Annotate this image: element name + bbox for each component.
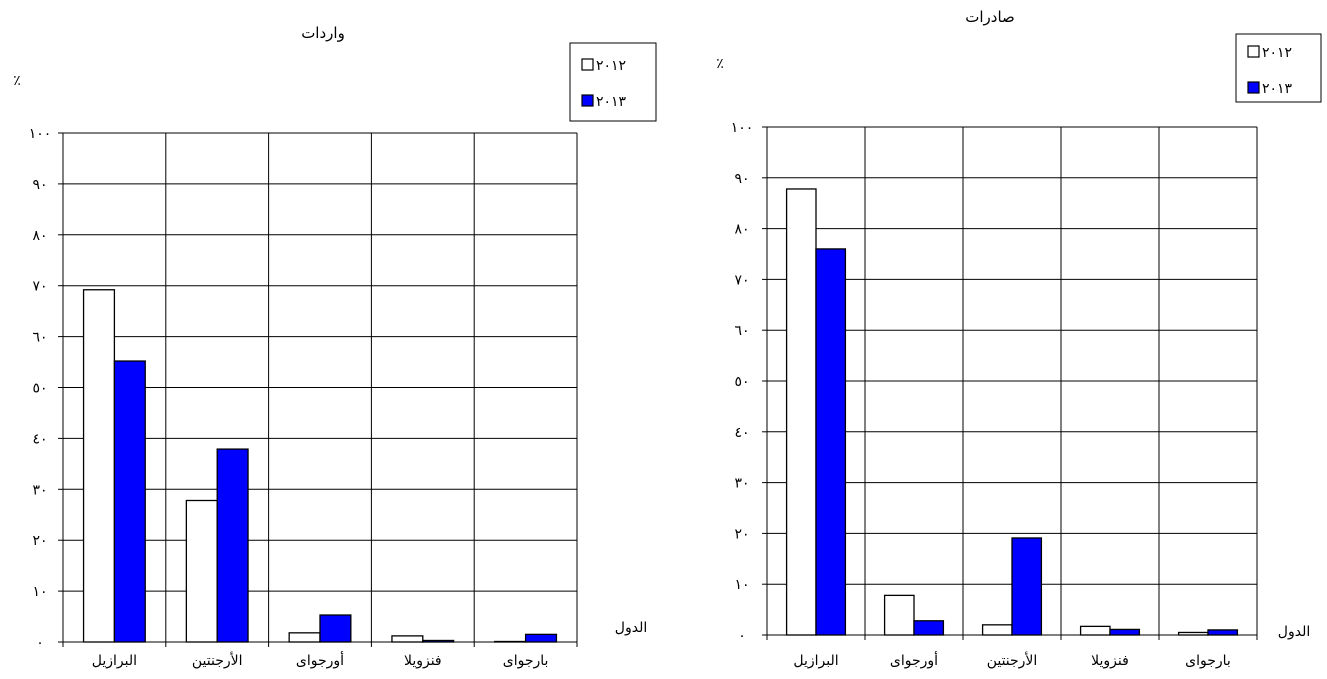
- y-tick-label: ١٠: [734, 577, 749, 593]
- bar-2013: [1207, 629, 1239, 636]
- x-tick-label: الأرجنتين: [192, 651, 243, 669]
- x-tick-label: بارجواى: [503, 653, 549, 669]
- bar-2013: [1109, 628, 1141, 636]
- y-tick-label: ٠: [738, 628, 746, 644]
- legend-label: ٢٠١٢: [1262, 45, 1292, 61]
- bar-2012: [785, 188, 817, 636]
- chart-exports: ٠ ١٠ ٢٠ ٣٠ ٤٠ ٥٠ ٦٠ ٧٠ ٨٠ ٩٠ ١٠٠ البرازيل أورجواى الأ…: [716, 8, 1322, 669]
- x-tick-label: بارجواى: [1185, 653, 1231, 669]
- y-tick-label: ٨٠: [734, 222, 749, 238]
- bar-2013: [815, 248, 847, 636]
- bar-2012: [494, 640, 527, 643]
- legend-swatch: [1247, 81, 1260, 94]
- bar-2013: [216, 448, 249, 643]
- x-tick-label: أورجواى: [296, 651, 344, 669]
- y-tick-label: ١٠٠: [29, 126, 52, 142]
- y-tick-label: ٥٠: [32, 381, 47, 397]
- x-axis-label: الدول: [1278, 624, 1310, 640]
- bar-2012: [288, 632, 321, 643]
- y-tick-label: ٦٠: [32, 330, 47, 346]
- y-tick-label: ٤٠: [32, 431, 47, 447]
- chart-title: صادرات: [965, 8, 1015, 26]
- legend: ٢٠١٢ ٢٠١٣: [569, 42, 657, 122]
- x-tick-label: أورجواى: [890, 651, 938, 669]
- y-tick-label: ٧٠: [734, 272, 749, 288]
- y-axis-label: ٪: [13, 73, 21, 89]
- y-tick-label: ٠: [36, 635, 44, 651]
- x-tick-label: الأرجنتين: [987, 651, 1038, 669]
- bar-2012: [981, 624, 1013, 636]
- bar-2013: [913, 620, 945, 636]
- x-tick-label: فنزويلا: [404, 653, 442, 669]
- y-tick-label: ٧٠: [32, 279, 47, 295]
- x-tick-label: فنزويلا: [1091, 653, 1129, 669]
- bar-2012: [82, 289, 116, 643]
- y-tick-label: ١٠٠: [731, 120, 754, 136]
- bar-2012: [185, 499, 218, 643]
- y-axis-label: ٪: [716, 56, 724, 72]
- y-tick-label: ١٠: [32, 584, 47, 600]
- legend-label: ٢٠١٢: [596, 58, 626, 74]
- bar-2013: [113, 360, 146, 643]
- bar-2012: [1079, 625, 1111, 636]
- x-tick-label: البرازيل: [793, 653, 838, 669]
- y-tick-label: ٢٠: [734, 526, 749, 542]
- legend-label: ٢٠١٣: [1262, 81, 1293, 97]
- y-tick-label: ٨٠: [32, 228, 47, 244]
- legend-swatch: [1247, 45, 1260, 58]
- y-tick-label: ٣٠: [32, 482, 47, 498]
- y-tick-label: ٦٠: [734, 323, 749, 339]
- x-tick-label: البرازيل: [92, 653, 137, 669]
- legend-box: [569, 42, 657, 122]
- y-tick-label: ٩٠: [734, 171, 749, 187]
- legend-label: ٢٠١٣: [596, 94, 627, 110]
- legend-swatch: [581, 94, 594, 107]
- chart-title: واردات: [301, 24, 345, 42]
- bar-2012: [883, 594, 915, 636]
- bar-2013: [422, 639, 455, 643]
- bar-2013: [524, 633, 558, 643]
- bar-2012: [1177, 631, 1209, 636]
- legend: ٢٠١٢ ٢٠١٣: [1235, 33, 1322, 103]
- bar-2013: [319, 614, 352, 643]
- bar-2012: [391, 635, 424, 643]
- bar-2013: [1011, 537, 1043, 636]
- chart-imports: ٠ ١٠ ٢٠ ٣٠ ٤٠ ٥٠ ٦٠ ٧٠ ٨٠ ٩٠ ١٠٠ البرازيل الأرجنتين أ…: [13, 24, 657, 669]
- y-tick-label: ٢٠: [32, 533, 47, 549]
- y-tick-label: ٤٠: [734, 425, 749, 441]
- y-tick-label: ٣٠: [734, 476, 749, 492]
- y-tick-label: ٥٠: [734, 374, 749, 390]
- legend-swatch: [581, 58, 594, 71]
- x-axis-label: الدول: [615, 620, 647, 636]
- y-tick-label: ٩٠: [32, 177, 47, 193]
